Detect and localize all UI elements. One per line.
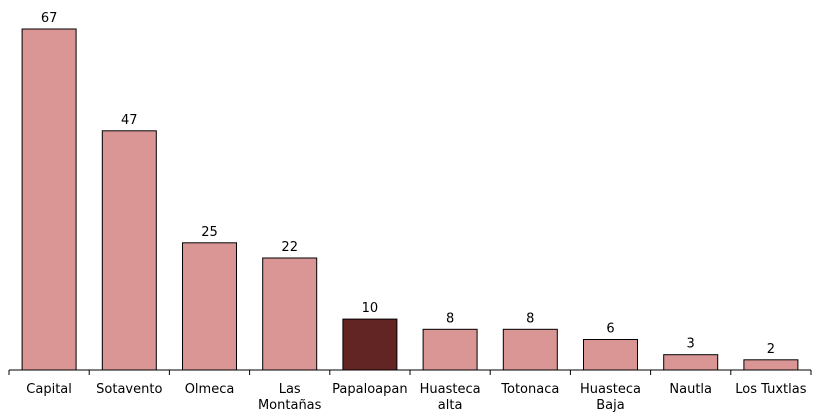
bar	[182, 242, 237, 371]
value-labels-group: 67 47 25 22 10 8 8 6 3 2	[41, 11, 775, 357]
bar-value-label: 47	[121, 113, 138, 128]
x-axis	[8, 369, 812, 375]
category-label: Totonaca	[500, 382, 559, 397]
bar	[583, 339, 638, 371]
category-label: Olmeca	[185, 382, 235, 397]
bar-value-label: 67	[41, 11, 58, 26]
category-label: Nautla	[669, 382, 712, 397]
bar-value-label: 8	[526, 311, 534, 326]
bar	[262, 257, 318, 371]
bar-value-label: 3	[687, 337, 695, 352]
bar	[502, 328, 558, 371]
category-label: Papaloapan	[332, 382, 407, 397]
category-label: Sotavento	[96, 382, 162, 397]
bar	[422, 328, 478, 371]
category-label: Huasteca alta	[420, 382, 481, 413]
bar-value-label: 25	[201, 225, 218, 240]
bar-value-label: 8	[446, 311, 454, 326]
category-labels-group: Capital Sotavento Olmeca Las Montañas Papaloa…	[26, 382, 806, 413]
category-label: Capital	[26, 382, 72, 397]
bar	[342, 318, 398, 371]
bar	[101, 130, 157, 371]
bar	[21, 28, 77, 371]
bars-group	[21, 28, 799, 371]
category-label: Los Tuxtlas	[735, 382, 806, 397]
bar-value-label: 10	[362, 301, 379, 316]
category-label: Huasteca Baja	[580, 382, 641, 413]
bar-value-label: 22	[281, 240, 298, 255]
category-label: Las Montañas	[258, 382, 322, 413]
bar-value-label: 2	[767, 342, 775, 357]
bar	[663, 354, 719, 371]
bar	[743, 359, 799, 371]
bar-value-label: 6	[606, 322, 614, 337]
